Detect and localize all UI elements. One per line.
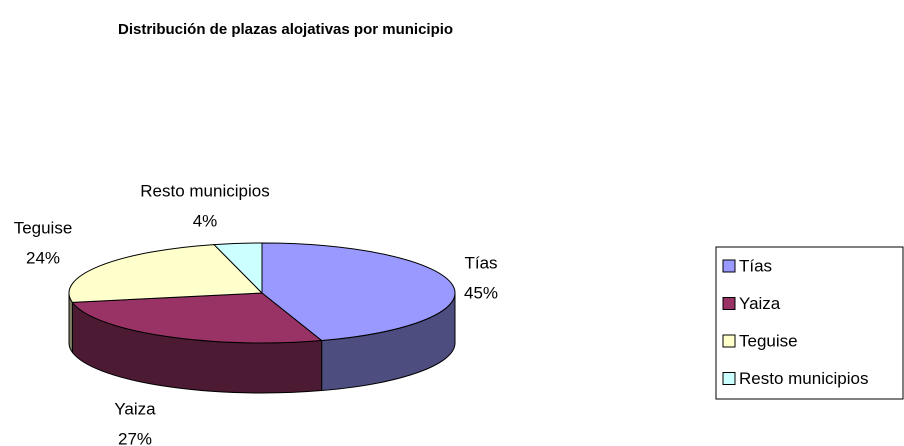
legend-box xyxy=(715,246,904,400)
slice-label: Resto municipios xyxy=(140,181,269,200)
legend-swatch xyxy=(722,297,736,310)
slice-value-label: 45% xyxy=(464,283,498,302)
slice-label: Teguise xyxy=(14,218,73,237)
slice-label: Yaiza xyxy=(114,399,156,418)
legend-label: Tías xyxy=(739,256,772,275)
legend-label: Resto municipios xyxy=(739,369,868,388)
legend-swatch xyxy=(722,334,736,348)
chart-title: Distribución de plazas alojativas por mu… xyxy=(118,21,453,38)
slice-label: Tías xyxy=(464,253,497,272)
slice-value-label: 27% xyxy=(118,429,152,446)
slice-value-label: 24% xyxy=(26,248,60,267)
legend-swatch xyxy=(722,259,736,273)
slice-value-label: 4% xyxy=(193,211,218,230)
legend-label: Yaiza xyxy=(739,294,781,313)
pie-slice xyxy=(212,242,263,295)
legend-label: Teguise xyxy=(739,331,798,350)
pie-slice xyxy=(68,244,264,303)
legend-swatch xyxy=(722,372,736,385)
pie-slice xyxy=(71,292,323,344)
pie-slice xyxy=(261,242,456,342)
